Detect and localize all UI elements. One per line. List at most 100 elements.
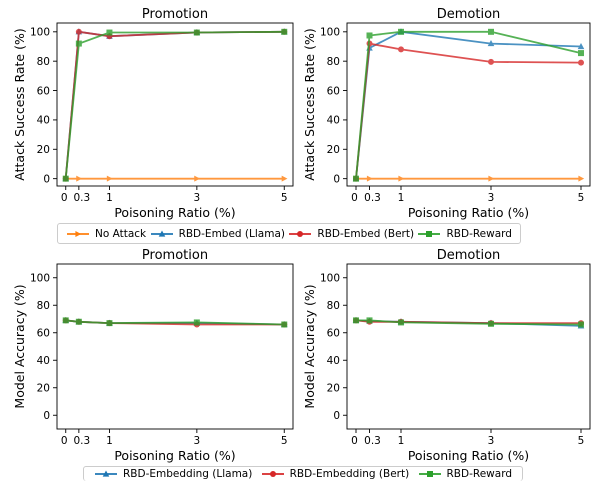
legend-label: RBD-Embedding (Bert) (289, 468, 410, 480)
chart-title: Demotion (437, 248, 501, 263)
y-tick-label: 0 (43, 173, 50, 185)
data-point (488, 320, 494, 327)
data-point (578, 59, 584, 66)
x-tick-label: 3 (488, 435, 495, 447)
y-tick-label: 40 (327, 115, 340, 127)
legend-label: RBD-Embedding (Llama) (123, 468, 253, 480)
x-tick-label: 3 (194, 192, 201, 204)
legend-label: No Attack (95, 227, 147, 240)
x-tick-label: 1 (106, 435, 113, 447)
series-no-attack (63, 175, 288, 182)
data-point (488, 28, 494, 35)
data-point (75, 318, 82, 325)
plot-frame (56, 22, 294, 187)
data-point (193, 319, 200, 326)
y-tick-label: 80 (327, 56, 340, 68)
data-point (578, 50, 584, 57)
data-point (62, 175, 69, 182)
data-point (366, 32, 373, 39)
legend-label: RBD-Embed (Llama) (178, 227, 285, 240)
y-axis-label: Model Accuracy (%) (12, 284, 27, 408)
data-point (487, 40, 495, 47)
chart-panel-3: Promotion 0 20 40 60 80 100 0 0.3 1 3 5 Poisoning Ra… (12, 248, 294, 463)
legend-marker (102, 470, 110, 477)
series-line (64, 30, 285, 179)
data-point (398, 319, 404, 326)
data-point (488, 175, 495, 182)
chart-panel-1: Promotion 0 20 40 60 80 100 0 0.3 1 3 5 Poisoning Ra… (12, 7, 294, 220)
y-tick-label: 0 (43, 410, 50, 422)
x-tick-label: 0 (61, 435, 68, 447)
y-tick-label: 80 (327, 300, 340, 312)
data-point (578, 321, 584, 328)
legend-item: No Attack (66, 227, 146, 241)
chart-panel-2: Demotion 0 20 40 60 80 100 0 0.3 1 3 5 Poisoning Rat… (302, 7, 591, 220)
y-tick-label: 40 (37, 355, 50, 367)
legend-label: RBD-Embed (Bert) (317, 227, 415, 240)
y-tick-label: 60 (327, 328, 340, 340)
x-tick-label: 0.3 (74, 192, 91, 204)
data-point (62, 317, 69, 324)
legend-swatch (95, 470, 117, 477)
x-tick-label: 0 (351, 435, 358, 447)
data-point (281, 321, 288, 328)
x-tick-label: 5 (578, 192, 585, 204)
data-point (398, 175, 405, 182)
series-embed-llama (62, 28, 288, 182)
y-tick-label: 60 (37, 328, 50, 340)
y-tick-label: 100 (30, 273, 50, 285)
x-tick-label: 5 (281, 192, 288, 204)
data-point (398, 46, 404, 53)
legend-swatch (289, 230, 312, 237)
x-tick-label: 5 (281, 435, 288, 447)
x-axis-label: Poisoning Ratio (%) (408, 205, 529, 220)
x-tick-label: 5 (578, 435, 585, 447)
data-point (193, 29, 200, 36)
y-tick-label: 20 (37, 144, 50, 156)
data-point (577, 42, 585, 50)
legend-marker (75, 230, 82, 237)
data-point (75, 40, 82, 47)
series-line (355, 30, 582, 179)
x-axis-label: Poisoning Ratio (%) (114, 448, 235, 463)
chart-panel-4: Demotion 0 20 40 60 80 100 0 0.3 1 3 5 Poisoning Rat… (302, 248, 591, 463)
legend-marker (426, 471, 433, 477)
legend-item: RBD-Reward (418, 467, 512, 481)
x-axis-label: Poisoning Ratio (%) (408, 448, 529, 463)
data-point (75, 28, 82, 35)
x-tick-label: 1 (398, 192, 405, 204)
legend-marker (158, 230, 165, 237)
series-line (64, 30, 285, 179)
legend-label: RBD-Reward (446, 227, 512, 240)
data-point (281, 175, 288, 182)
x-tick-label: 3 (194, 435, 201, 447)
legend-swatch (418, 230, 441, 237)
plot-frame (346, 263, 591, 430)
series-embed-bert (62, 28, 288, 182)
x-tick-label: 1 (398, 435, 405, 447)
y-tick-label: 100 (320, 27, 340, 39)
series-embed-llama (352, 28, 585, 182)
x-tick-label: 0.3 (364, 435, 381, 447)
y-tick-label: 60 (327, 85, 340, 97)
legend-item: RBD-Embed (Bert) (288, 227, 414, 241)
series-reward (353, 317, 584, 328)
legend-marker (269, 471, 276, 477)
series-reward (62, 317, 288, 328)
data-point (366, 175, 373, 182)
series-no-attack (353, 175, 585, 182)
x-axis-label: Poisoning Ratio (%) (114, 205, 235, 220)
legend-top: No Attack RBD-Embed (Llama) RBD-Embed (Ber… (57, 223, 521, 244)
legend-label: RBD-Reward (446, 468, 512, 480)
data-point (106, 29, 113, 36)
legend-item: RBD-Embedding (Llama) (94, 467, 252, 481)
x-tick-label: 0 (61, 192, 68, 204)
legend-swatch (418, 471, 441, 477)
data-point (281, 28, 288, 35)
data-point (194, 175, 201, 182)
series-reward (62, 28, 288, 182)
y-tick-label: 20 (37, 383, 50, 395)
legend-bottom: RBD-Embedding (Llama) RBD-Embedding (Bert… (83, 466, 523, 481)
series-line (64, 30, 285, 179)
